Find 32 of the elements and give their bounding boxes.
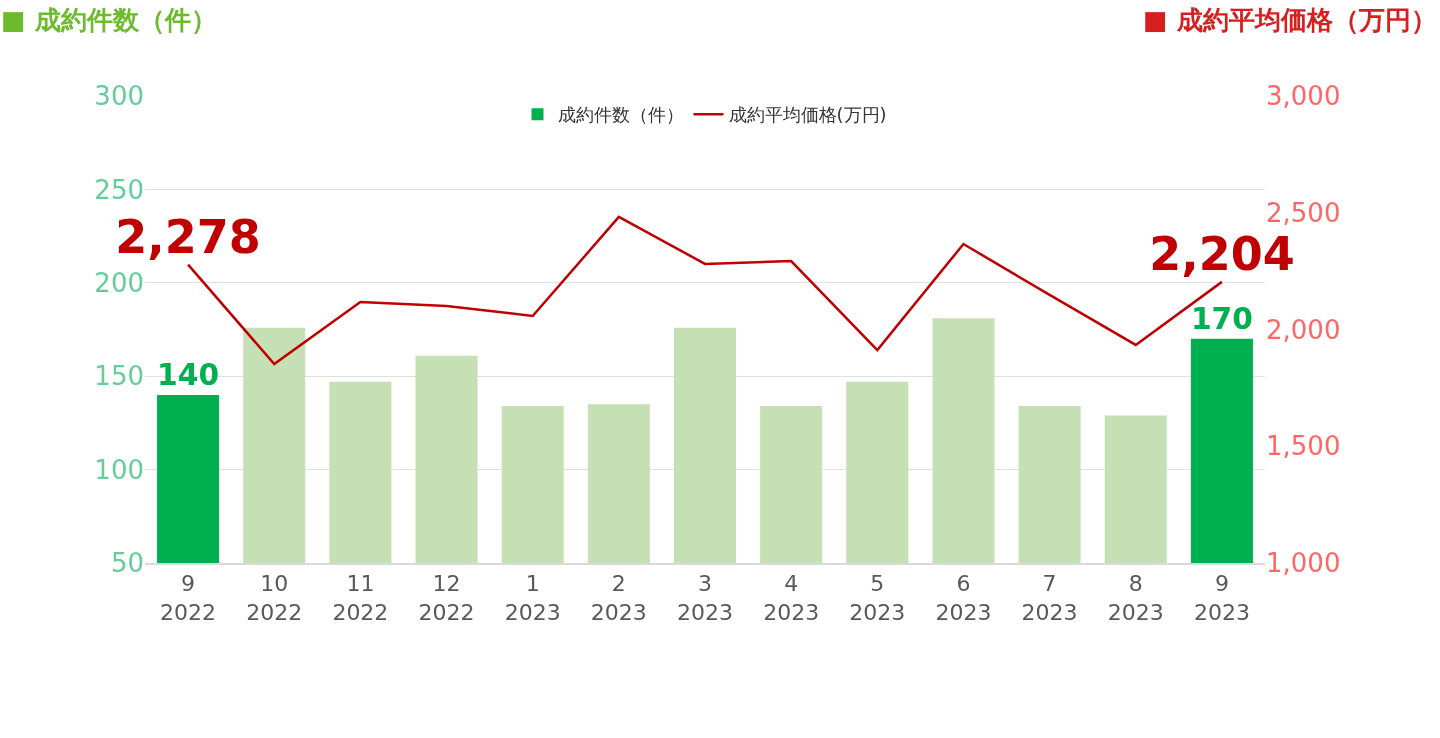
y-tick-label: 100 [94,454,144,485]
x-tick-label: 1 2023 [504,571,561,625]
x-tick-label: 2 2023 [590,571,647,625]
y2-tick-label: 2,000 [1266,314,1341,345]
data-label: 2,278 [115,210,261,265]
y2-tick-label: 1,500 [1266,431,1341,462]
y2-tick-label: 3,000 [1266,81,1341,112]
y-axis-title: ■ 成約件数（件） [1,5,217,35]
data-label: 2,204 [1149,227,1295,282]
legend-label: 成約件数（件） [557,104,684,126]
x-tick-label: 9 2023 [1193,571,1250,625]
x-tick-label: 9 2022 [160,571,217,625]
x-tick-label: 5 2023 [849,571,906,625]
x-tick-label: 6 2023 [935,571,992,625]
data-label: 140 [157,356,220,392]
data-label: 170 [1190,300,1253,336]
x-tick-label: 4 2023 [763,571,820,625]
legend-label: 成約平均価格(万円) [728,104,887,126]
y-tick-label: 300 [94,81,144,112]
x-tick-label: 10 2022 [246,571,303,625]
x-tick-label: 11 2022 [332,571,389,625]
y2-tick-label: 2,500 [1266,197,1341,228]
y-tick-label: 200 [94,267,144,298]
x-tick-label: 3 2023 [677,571,733,625]
y-tick-label: 250 [94,174,144,205]
x-tick-label: 8 2023 [1107,571,1164,625]
x-tick-label: 7 2023 [1021,571,1078,625]
y-tick-label: 50 [110,548,144,579]
y2-axis-title: ■ 成約平均価格（万円） [1143,5,1437,35]
y-tick-label: 150 [94,361,144,392]
y2-tick-label: 1,000 [1266,548,1341,579]
x-tick-label: 12 2022 [418,571,475,625]
